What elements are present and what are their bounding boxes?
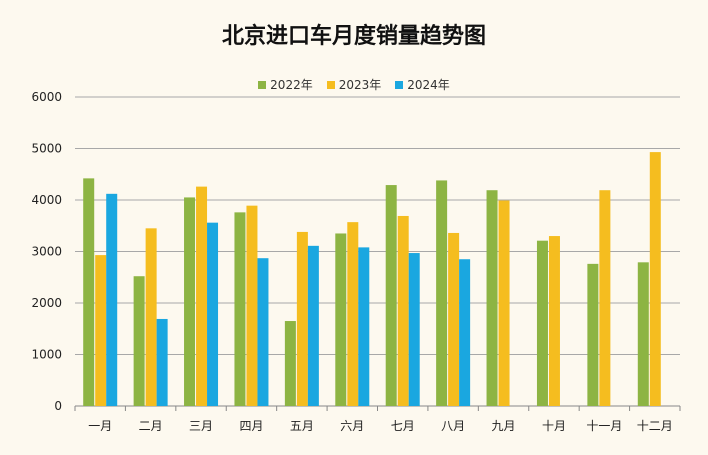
legend-item: 2023年 [326, 76, 382, 93]
bar [436, 180, 448, 406]
x-tick-label: 十一月 [586, 419, 622, 433]
bar [257, 258, 269, 406]
bar [486, 190, 498, 406]
legend-item: 2022年 [258, 76, 313, 93]
bar [95, 255, 107, 406]
bar [587, 263, 599, 406]
bar [156, 318, 168, 406]
bar [358, 247, 370, 406]
legend: 2022年 2023年 2024年 [0, 76, 708, 93]
bar [548, 236, 560, 406]
x-tick-label: 十月 [542, 419, 566, 433]
bar [234, 212, 246, 406]
bar [246, 205, 258, 406]
bar [397, 215, 409, 406]
bar [284, 321, 296, 406]
bar [184, 197, 196, 406]
bar [145, 228, 157, 406]
x-tick-label: 二月 [139, 419, 163, 433]
bar [296, 231, 308, 406]
x-tick-label: 六月 [340, 419, 364, 433]
x-tick-label: 一月 [88, 419, 112, 433]
y-tick-label: 1000 [31, 348, 62, 362]
x-tick-label: 十二月 [637, 419, 673, 433]
bar [536, 240, 548, 406]
y-tick-label: 3000 [31, 245, 62, 259]
x-tick-label: 三月 [189, 419, 213, 433]
y-tick-label: 2000 [31, 296, 62, 310]
bar [408, 253, 420, 406]
x-tick-label: 五月 [290, 419, 314, 433]
x-tick-label: 九月 [492, 419, 516, 433]
y-tick-label: 0 [54, 399, 62, 413]
bar [335, 233, 347, 406]
bar [196, 186, 208, 406]
bar [498, 200, 510, 406]
bar [448, 232, 460, 406]
bar [207, 222, 219, 406]
y-tick-label: 4000 [31, 193, 62, 207]
bar [133, 276, 145, 406]
bar [637, 262, 649, 406]
bar [459, 259, 471, 406]
y-tick-label: 6000 [31, 90, 62, 104]
bar [83, 178, 95, 406]
legend-label: 2024年 [407, 78, 450, 92]
bar [106, 193, 118, 406]
legend-swatch [258, 80, 267, 89]
legend-swatch [326, 80, 335, 89]
bar [307, 245, 319, 406]
bar [599, 190, 611, 406]
legend-label: 2023年 [338, 78, 382, 92]
bar [347, 222, 359, 406]
bar [649, 152, 661, 406]
legend-item: 2024年 [395, 76, 450, 93]
x-tick-label: 八月 [441, 419, 465, 433]
x-tick-label: 七月 [391, 419, 415, 433]
legend-swatch [395, 80, 404, 89]
bar [385, 185, 397, 406]
chart-title: 北京进口车月度销量趋势图 [221, 24, 486, 49]
legend-label: 2022年 [270, 78, 313, 92]
y-tick-label: 5000 [31, 142, 62, 156]
x-tick-label: 四月 [239, 419, 263, 433]
